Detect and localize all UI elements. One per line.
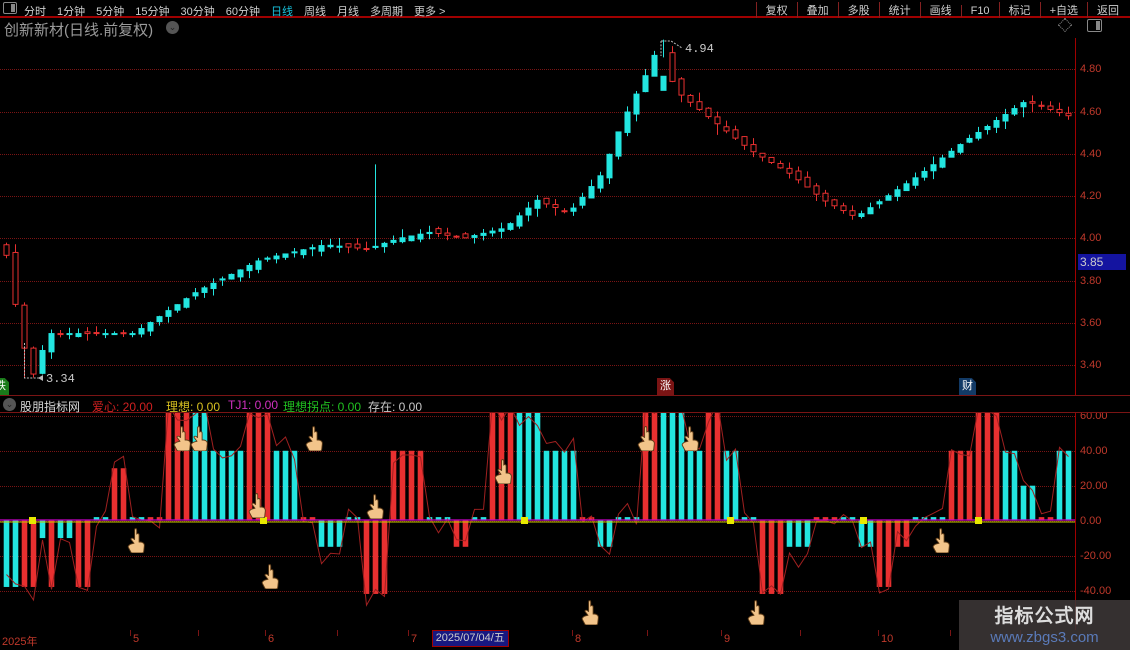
svg-text:3.34: 3.34 bbox=[46, 372, 75, 386]
svg-text:4.94: 4.94 bbox=[685, 42, 714, 56]
